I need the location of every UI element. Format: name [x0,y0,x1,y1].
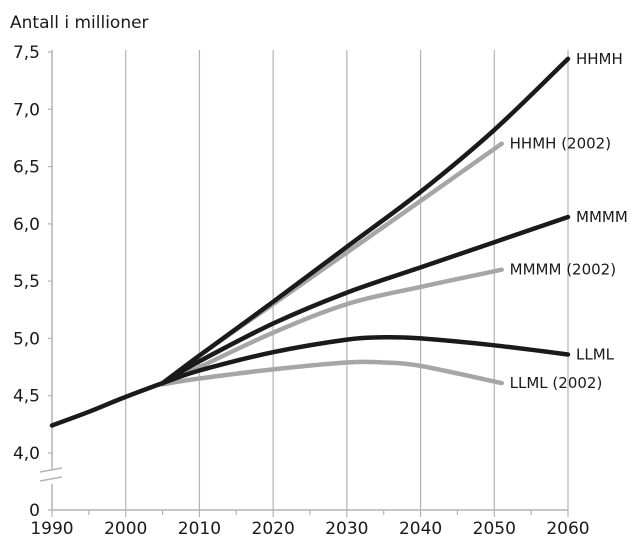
x-tick-label-2020: 2020 [252,519,295,539]
series-line-hhmh [160,56,571,386]
series-label-llml: LLML [576,345,615,363]
series-labels: HHMH HHMH (2002) MMMM MMMM (2002) LLML LLML (… [510,50,628,392]
series-line-llml-2002 [160,359,504,387]
x-tick-label-2010: 2010 [178,519,221,539]
x-tick-labels: 1990 2000 2010 2020 2030 2040 2050 2060 [30,519,589,539]
series-line-mmmm-2002 [160,267,504,387]
axes [39,50,569,517]
y-tick-label-5-5: 5,5 [13,272,40,292]
y-tick-label-5: 5,0 [13,329,40,349]
gridlines [125,50,569,510]
series-label-mmmm-2002: MMMM (2002) [510,261,616,279]
series-label-llml-2002: LLML (2002) [510,374,603,392]
y-tick-label-4: 4,0 [13,444,40,464]
y-axis-title: Antall i millioner [10,13,149,33]
y-tick-label-4-5: 4,5 [13,387,40,407]
x-tick-label-2040: 2040 [399,519,442,539]
series-line-mmmm [160,214,571,386]
x-tick-label-2050: 2050 [473,519,516,539]
series-line-hhmh-2002 [160,141,504,387]
x-tick-label-2000: 2000 [104,519,147,539]
y-tick-label-0: 0 [29,501,40,521]
axis-break-mark-upper [39,467,63,473]
x-tick-label-2060: 2060 [546,519,589,539]
series-label-hhmh: HHMH [576,50,623,68]
y-tick-labels: 4,0 4,5 5,0 5,5 6,0 6,5 7,0 7,5 0 [13,43,40,521]
y-tick-label-7: 7,0 [13,100,40,120]
series-label-hhmh-2002: HHMH (2002) [510,135,611,153]
series-label-mmmm: MMMM [576,208,628,226]
y-tick-label-6-5: 6,5 [13,158,40,178]
y-tick-label-6: 6,0 [13,215,40,235]
series-lines [49,56,571,428]
series-line-llml [160,334,571,386]
series-line-historical [49,380,165,428]
x-tick-label-2030: 2030 [325,519,368,539]
y-tick-label-7-5: 7,5 [13,43,40,63]
axis-break-mark-lower [39,476,63,482]
x-tick-label-1990: 1990 [30,519,73,539]
